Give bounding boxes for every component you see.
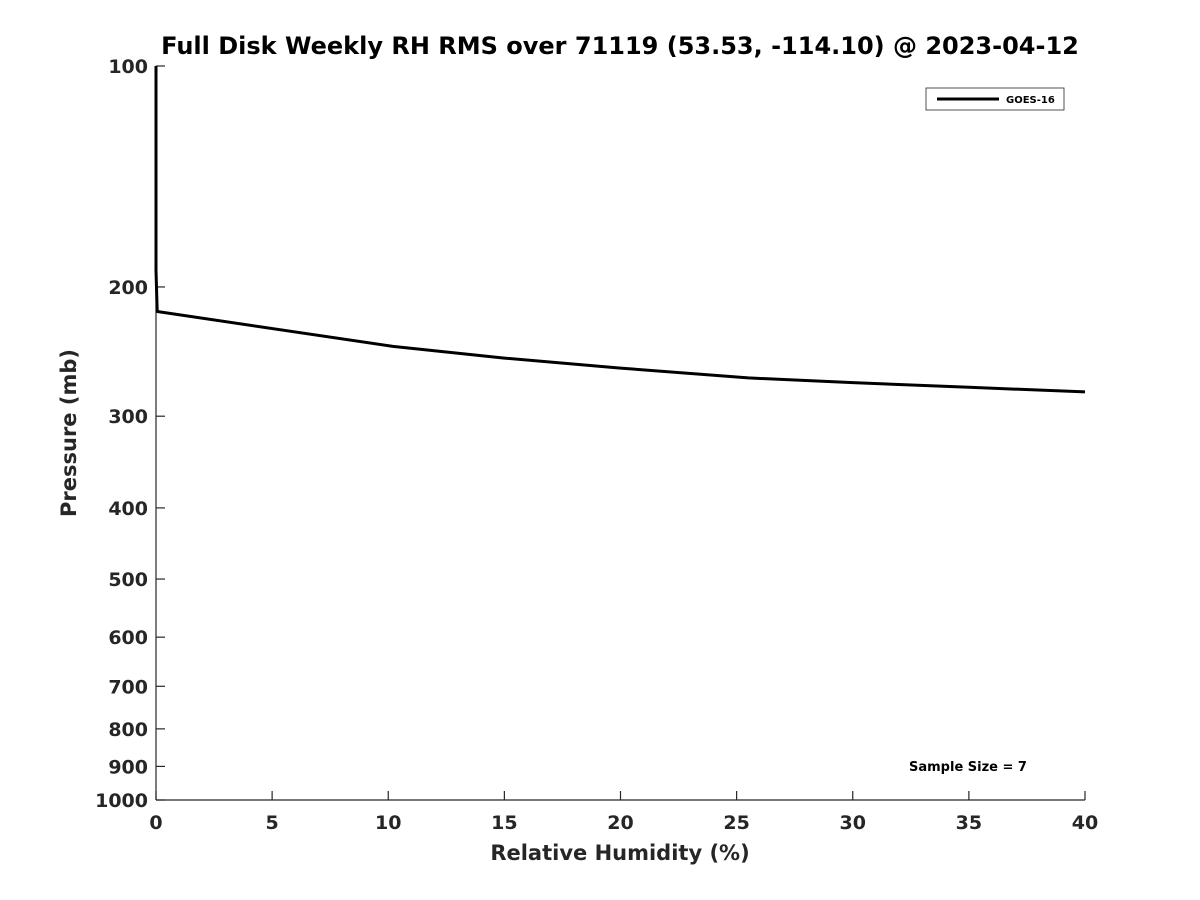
sample-size-annotation: Sample Size = 7 — [909, 760, 1027, 775]
series-layer — [154, 66, 1086, 394]
chart-title: Full Disk Weekly RH RMS over 71119 (53.5… — [161, 32, 1079, 60]
x-ticks: 0 5 10 15 20 25 30 35 40 — [149, 791, 1098, 834]
y-tick-label: 200 — [108, 277, 148, 299]
y-tick-label: 800 — [108, 719, 148, 741]
y-tick-label: 700 — [108, 676, 148, 698]
x-tick-label: 40 — [1072, 812, 1098, 834]
y-tick-label: 100 — [108, 56, 148, 78]
y-ticks: 100 200 300 400 500 600 700 800 900 1000 — [95, 56, 165, 812]
y-tick-label: 500 — [108, 569, 148, 591]
x-tick-label: 10 — [375, 812, 401, 834]
y-tick-label: 400 — [108, 498, 148, 520]
y-axis-label: Pressure (mb) — [57, 349, 81, 517]
y-tick-label: 600 — [108, 627, 148, 649]
y-tick-label: 900 — [108, 756, 148, 778]
x-tick-label: 5 — [266, 812, 279, 834]
y-tick-label: 300 — [108, 406, 148, 428]
legend-label-goes-16: GOES-16 — [1006, 95, 1055, 106]
x-tick-label: 15 — [491, 812, 517, 834]
x-tick-label: 0 — [149, 812, 162, 834]
series-line-goes-16 — [154, 66, 1086, 394]
x-axis-label: Relative Humidity (%) — [490, 841, 749, 865]
legend: GOES-16 — [925, 87, 1065, 111]
x-tick-label: 35 — [956, 812, 982, 834]
plot-area: 0 5 10 15 20 25 30 35 40 100 200 300 400 500 600 700 80… — [95, 56, 1098, 834]
x-tick-label: 20 — [607, 812, 633, 834]
x-tick-label: 25 — [723, 812, 749, 834]
x-tick-label: 30 — [840, 812, 866, 834]
y-tick-label: 1000 — [95, 790, 148, 812]
